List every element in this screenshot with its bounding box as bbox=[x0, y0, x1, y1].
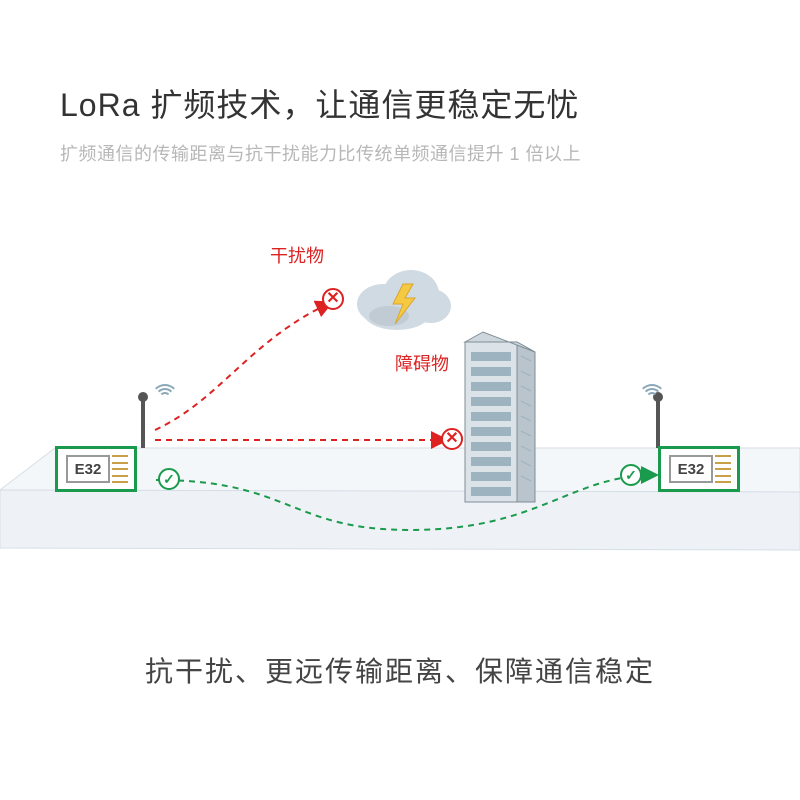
main-title: LoRa 扩频技术，让通信更稳定无忧 bbox=[60, 80, 740, 126]
module-pins-icon bbox=[112, 455, 128, 483]
obstacle-building-icon bbox=[455, 330, 545, 505]
interference-label: 干扰物 bbox=[270, 242, 324, 268]
success-mark-icon: ✓ bbox=[158, 468, 180, 490]
module-left-label: E32 bbox=[66, 455, 110, 483]
fail-mark-icon: ✕ bbox=[441, 428, 463, 450]
fail-mark-icon: ✕ bbox=[322, 288, 344, 310]
path-interference bbox=[155, 303, 330, 430]
diagram: 干扰物 障碍物 E32 E32 ✕ ✕ ✓ bbox=[0, 230, 800, 600]
success-mark-icon: ✓ bbox=[620, 464, 642, 486]
obstacle-label: 障碍物 bbox=[395, 350, 449, 376]
module-pins-icon bbox=[715, 455, 731, 483]
module-right: E32 bbox=[658, 430, 746, 492]
bottom-caption: 抗干扰、更远传输距离、保障通信稳定 bbox=[0, 650, 800, 690]
antenna-icon bbox=[141, 398, 145, 448]
module-right-label: E32 bbox=[669, 455, 713, 483]
module-left: E32 bbox=[55, 430, 143, 492]
interference-cloud-icon bbox=[345, 260, 455, 335]
subtitle: 扩频通信的传输距离与抗干扰能力比传统单频通信提升 1 倍以上 bbox=[60, 140, 740, 166]
